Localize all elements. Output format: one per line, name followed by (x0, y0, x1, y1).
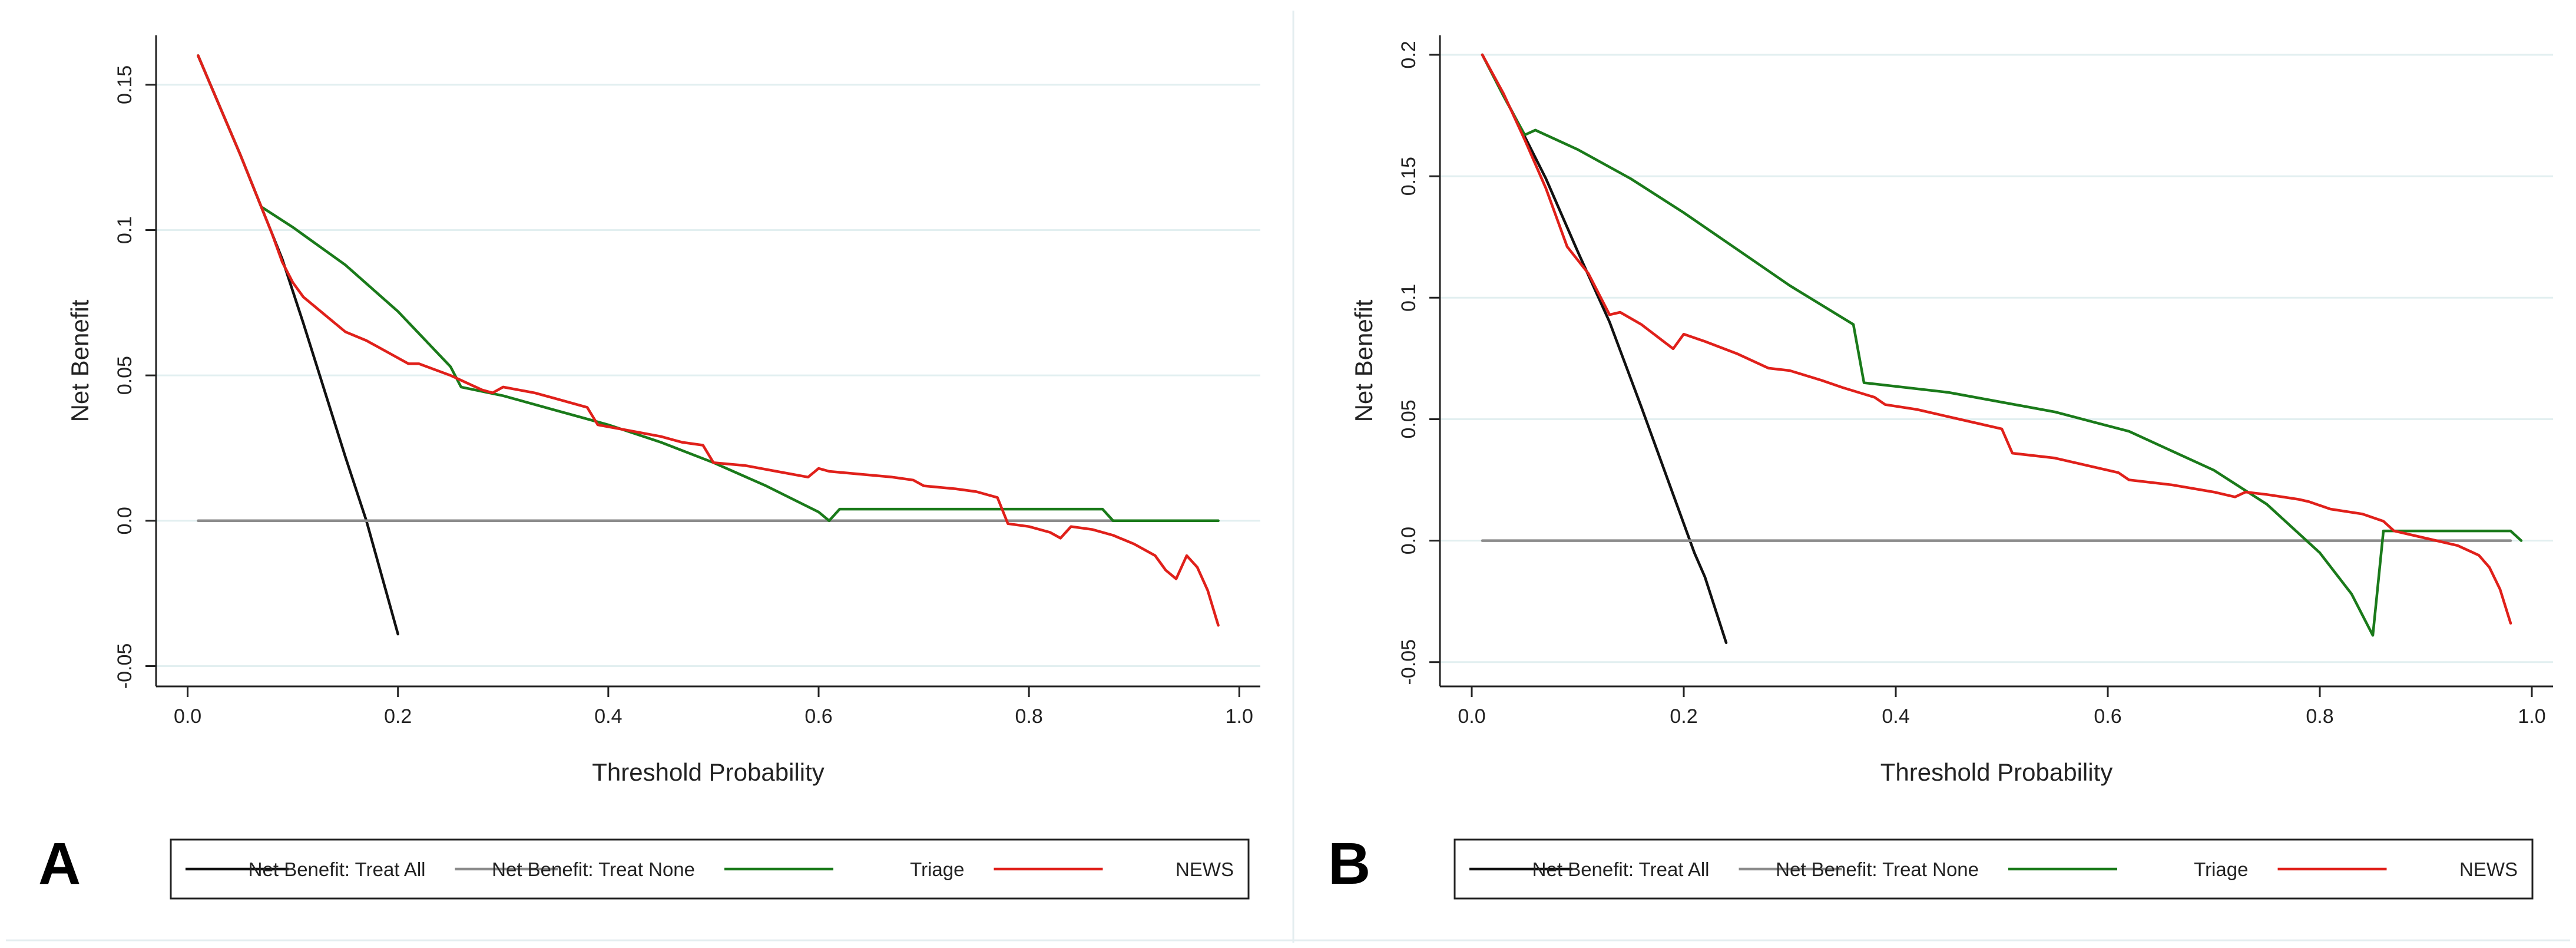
series-line-net-benefit-treat-all (1481, 53, 1728, 645)
x-tick-label: 0.4 (594, 705, 622, 728)
legend-label: Net Benefit: Treat All (1532, 858, 1710, 880)
x-tick-label: 0.8 (2306, 705, 2333, 728)
y-tick-label: 0.05 (114, 356, 136, 395)
y-axis-title: Net Benefit (66, 299, 94, 422)
y-tick-label: -0.05 (114, 643, 136, 689)
x-axis-title: Threshold Probability (1880, 758, 2113, 786)
y-tick-label: -0.05 (1398, 639, 1420, 685)
x-axis-title: Threshold Probability (592, 758, 825, 786)
legend-label: Net Benefit: Treat All (249, 858, 426, 880)
y-tick-label: 0.1 (114, 216, 136, 244)
legend-label: Net Benefit: Treat None (1776, 858, 1979, 880)
x-tick-label: 0.2 (1670, 705, 1697, 728)
y-tick-label: 0.1 (1398, 284, 1420, 312)
chart-panel-b: 0.0 0.2 0.4 0.6 0.8 1.0 -0.05 0.0 0.05 0.1 0.15 0.2… (1328, 35, 2553, 900)
x-tick-label: 0.6 (804, 705, 832, 728)
y-tick-label: 0.15 (114, 65, 136, 104)
legend-label: Net Benefit: Treat None (492, 858, 695, 880)
panel-letter: B (1328, 831, 1370, 897)
y-tick-label: 0.0 (1398, 527, 1420, 554)
x-tick-label: 0.0 (1458, 705, 1485, 728)
panel-letter: A (38, 831, 81, 897)
legend-label: NEWS (2459, 858, 2518, 880)
y-tick-label: 0.05 (1398, 399, 1420, 438)
legend-label: NEWS (1176, 858, 1234, 880)
legend-label: Triage (910, 858, 964, 880)
x-tick-label: 1.0 (2518, 705, 2545, 728)
x-tick-label: 0.2 (384, 705, 412, 728)
y-tick-label: 0.0 (114, 507, 136, 534)
series-line-news (1481, 53, 2512, 625)
x-tick-label: 1.0 (1226, 705, 1253, 728)
x-tick-label: 0.8 (1015, 705, 1043, 728)
series-line-triage (1481, 53, 2523, 637)
x-tick-label: 0.6 (2094, 705, 2121, 728)
y-axis-title: Net Benefit (1350, 299, 1378, 422)
y-tick-label: 0.2 (1398, 41, 1420, 68)
legend-label: Triage (2194, 858, 2248, 880)
series-line-triage (197, 54, 1220, 523)
x-tick-label: 0.0 (174, 705, 201, 728)
series-line-news (197, 54, 1220, 627)
chart-panel-a: 0.0 0.2 0.4 0.6 0.8 1.0 -0.05 0.0 0.05 0.1 0.15 Thr… (38, 35, 1260, 900)
y-tick-label: 0.15 (1398, 157, 1420, 196)
x-tick-label: 0.4 (1882, 705, 1909, 728)
